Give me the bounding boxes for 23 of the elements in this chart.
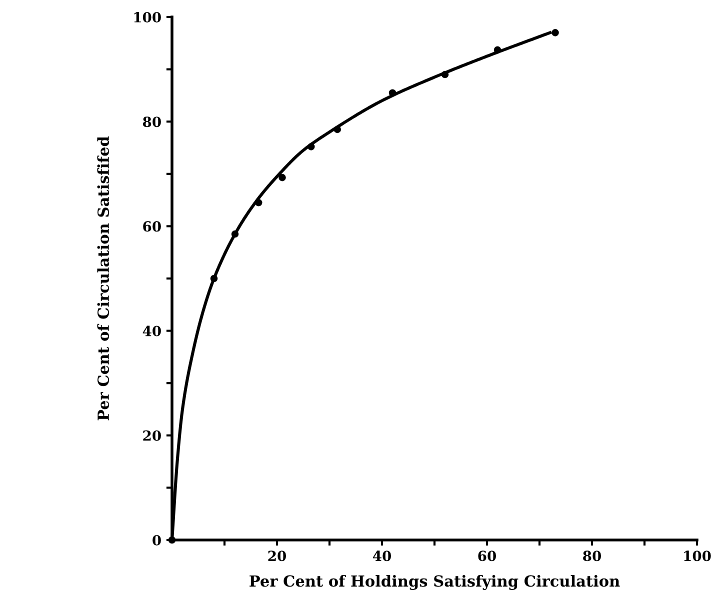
point <box>552 29 559 36</box>
point <box>254 199 262 206</box>
x-tick-label: 40 <box>372 550 392 562</box>
x-tick-label: 100 <box>684 550 711 562</box>
x-tick-label: 60 <box>478 550 496 562</box>
x-tick-label: 20 <box>268 550 286 562</box>
point <box>334 126 342 134</box>
point <box>210 274 218 282</box>
y-tick-label: 80 <box>142 116 161 128</box>
point <box>307 143 315 150</box>
y-tick-label: 20 <box>143 430 161 441</box>
y-tick-label: 100 <box>134 12 161 22</box>
x-axis-title: Per Cent of Holdings Satisfying Circulation <box>250 574 620 590</box>
y-tick-label: 0 <box>152 534 161 546</box>
y-tick-label: 40 <box>142 326 161 336</box>
point <box>494 46 502 54</box>
x-tick-label: 80 <box>583 550 602 562</box>
y-axis-title: Per Cent of Circulation Satisfifed <box>97 136 110 420</box>
y-tick-label: 60 <box>143 221 161 232</box>
point <box>278 174 286 182</box>
point <box>441 70 449 78</box>
point <box>388 89 396 96</box>
point <box>231 230 239 238</box>
